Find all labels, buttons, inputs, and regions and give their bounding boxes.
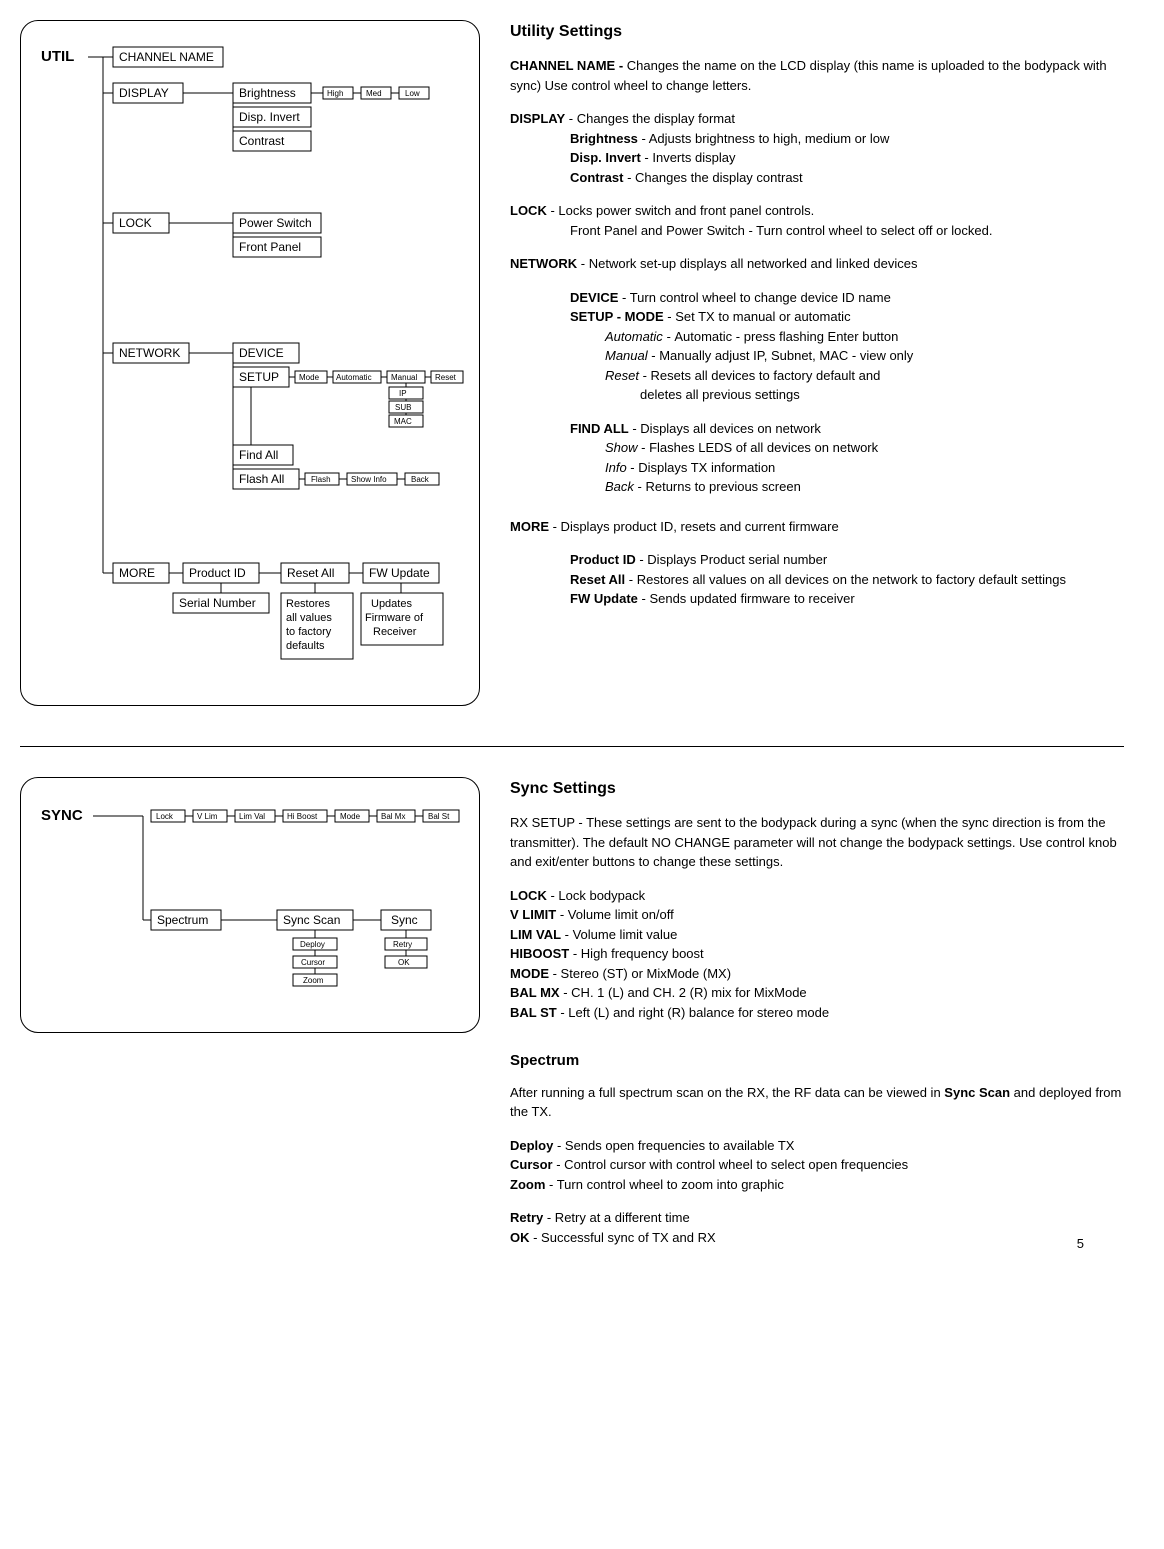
svg-text:Mode: Mode (340, 812, 361, 821)
svg-text:Deploy: Deploy (300, 940, 325, 949)
sync-row1: Lock V Lim Lim Val Hi Boost Mode Bal Mx … (151, 810, 459, 822)
svg-text:Hi Boost: Hi Boost (287, 812, 318, 821)
svg-text:all values: all values (286, 612, 332, 624)
sync-text: Sync Settings RX SETUP - These settings … (510, 777, 1124, 1261)
svg-text:MORE: MORE (119, 566, 155, 580)
svg-text:Bal Mx: Bal Mx (381, 812, 405, 821)
spectrum-title: Spectrum (510, 1050, 1124, 1073)
svg-text:Spectrum: Spectrum (157, 913, 208, 927)
svg-text:Mode: Mode (299, 373, 320, 382)
svg-text:FW Update: FW Update (369, 566, 430, 580)
svg-text:Sync: Sync (391, 913, 418, 927)
svg-text:IP: IP (399, 389, 407, 398)
svg-text:NETWORK: NETWORK (119, 346, 180, 360)
svg-text:Flash: Flash (311, 475, 331, 484)
svg-text:MAC: MAC (394, 417, 412, 426)
svg-text:High: High (327, 89, 343, 98)
svg-text:Med: Med (366, 89, 382, 98)
svg-text:Contrast: Contrast (239, 134, 285, 148)
svg-text:Sync Scan: Sync Scan (283, 913, 340, 927)
sync-title: Sync Settings (510, 777, 1124, 801)
svg-text:LOCK: LOCK (119, 216, 152, 230)
svg-text:Flash All: Flash All (239, 472, 284, 486)
util-diagram: UTIL CHANNEL NAME DISPLAY Brightness (20, 20, 480, 706)
svg-text:Cursor: Cursor (301, 958, 325, 967)
svg-text:Lim Val: Lim Val (239, 812, 265, 821)
svg-text:Reset: Reset (435, 373, 457, 382)
svg-text:Low: Low (405, 89, 420, 98)
svg-text:Automatic: Automatic (336, 373, 372, 382)
sync-diagram: SYNC Lock V Lim Lim Val Hi Boost Mode Ba… (20, 777, 480, 1033)
svg-text:defaults: defaults (286, 640, 325, 652)
svg-text:Power Switch: Power Switch (239, 216, 312, 230)
svg-text:Receiver: Receiver (373, 626, 417, 638)
svg-text:V Lim: V Lim (197, 812, 218, 821)
svg-text:Find All: Find All (239, 448, 278, 462)
svg-text:Manual: Manual (391, 373, 417, 382)
svg-text:to factory: to factory (286, 626, 332, 638)
svg-text:Updates: Updates (371, 598, 412, 610)
svg-text:Firmware of: Firmware of (365, 612, 424, 624)
svg-text:Bal St: Bal St (428, 812, 450, 821)
svg-text:Reset All: Reset All (287, 566, 334, 580)
svg-text:Restores: Restores (286, 598, 331, 610)
svg-text:SYNC: SYNC (41, 807, 83, 824)
svg-text:DISPLAY: DISPLAY (119, 86, 169, 100)
svg-text:Product ID: Product ID (189, 566, 246, 580)
page-number: 5 (1077, 1236, 1084, 1251)
svg-text:Brightness: Brightness (239, 86, 296, 100)
svg-text:Lock: Lock (156, 812, 174, 821)
svg-text:Show Info: Show Info (351, 475, 387, 484)
svg-text:Serial Number: Serial Number (179, 596, 256, 610)
util-title: Utility Settings (510, 20, 1124, 44)
util-root-label: UTIL (41, 48, 74, 65)
svg-text:DEVICE: DEVICE (239, 346, 284, 360)
svg-text:OK: OK (398, 958, 410, 967)
util-text: Utility Settings CHANNEL NAME - Changes … (510, 20, 1124, 706)
svg-text:Disp. Invert: Disp. Invert (239, 110, 300, 124)
svg-text:SUB: SUB (395, 403, 411, 412)
svg-text:Zoom: Zoom (303, 976, 324, 985)
svg-text:Front Panel: Front Panel (239, 240, 301, 254)
svg-text:SETUP: SETUP (239, 370, 279, 384)
svg-text:Retry: Retry (393, 940, 412, 949)
svg-text:CHANNEL NAME: CHANNEL NAME (119, 50, 214, 64)
svg-text:Back: Back (411, 475, 430, 484)
